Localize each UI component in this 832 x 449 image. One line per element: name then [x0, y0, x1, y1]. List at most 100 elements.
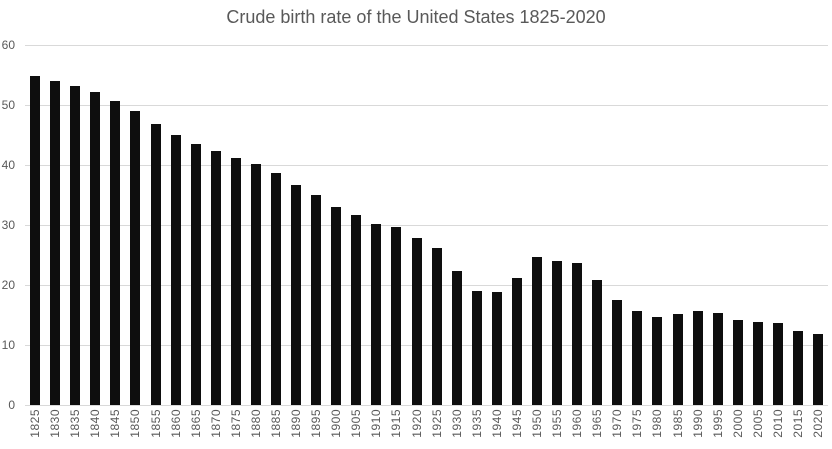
x-tick-slot: 1970 — [607, 409, 627, 445]
x-tick-slot: 1875 — [226, 409, 246, 445]
bar-1830 — [50, 81, 61, 405]
bar-slot — [186, 45, 206, 405]
bar-slot — [25, 45, 45, 405]
bar-slot — [567, 45, 587, 405]
bar-1995 — [712, 313, 723, 405]
x-tick-slot: 2010 — [768, 409, 788, 445]
gridline-50 — [25, 105, 828, 106]
bar-slot — [487, 45, 507, 405]
bar-1900 — [331, 207, 342, 405]
bar-1985 — [672, 313, 683, 405]
bar-1960 — [572, 262, 583, 405]
x-axis-tick-label: 1905 — [349, 409, 364, 438]
bar-slot — [45, 45, 65, 405]
gridline-10 — [25, 345, 828, 346]
gridline-40 — [25, 165, 828, 166]
x-tick-slot: 1960 — [567, 409, 587, 445]
x-axis-tick-label: 1880 — [248, 409, 263, 438]
x-axis-tick-label: 1940 — [489, 409, 504, 438]
bar-slot — [206, 45, 226, 405]
bar-1980 — [652, 316, 663, 405]
x-axis-tick-label: 1830 — [48, 409, 63, 438]
x-axis-tick-label: 1915 — [389, 409, 404, 438]
bar-2015 — [793, 330, 803, 405]
bar-slot — [125, 45, 145, 405]
bar-1835 — [70, 86, 81, 405]
x-axis-tick-label: 1995 — [710, 409, 725, 438]
bar-1880 — [250, 164, 261, 405]
bar-slot — [808, 45, 828, 405]
x-tick-slot: 1895 — [306, 409, 326, 445]
x-axis-tick-label: 1970 — [610, 409, 625, 438]
bar-slot — [467, 45, 487, 405]
bar-slot — [447, 45, 467, 405]
x-tick-slot: 1985 — [668, 409, 688, 445]
x-axis-tick-label: 1965 — [590, 409, 605, 438]
bar-1905 — [351, 215, 362, 405]
x-tick-slot: 1905 — [346, 409, 366, 445]
bar-slot — [547, 45, 567, 405]
bar-2005 — [752, 322, 763, 405]
x-axis-tick-label: 1865 — [188, 409, 203, 438]
x-tick-slot: 1830 — [45, 409, 65, 445]
x-tick-slot: 2015 — [788, 409, 808, 445]
y-axis-tick-label: 30 — [1, 218, 15, 232]
bar-1890 — [291, 185, 302, 405]
x-tick-slot: 1990 — [688, 409, 708, 445]
x-axis-tick-label: 1980 — [650, 409, 665, 438]
bars-group — [25, 45, 828, 405]
bar-slot — [166, 45, 186, 405]
x-axis-tick-label: 1925 — [429, 409, 444, 438]
x-tick-slot: 1840 — [85, 409, 105, 445]
bar-1930 — [451, 270, 462, 405]
x-axis-tick-label: 1975 — [630, 409, 645, 438]
x-axis-tick-label: 1950 — [529, 409, 544, 438]
x-axis: 1825 1830 1835 1840 1845 1850 1855 1860 1865 1870… — [25, 409, 828, 445]
bar-slot — [406, 45, 426, 405]
bar-slot — [226, 45, 246, 405]
x-tick-slot: 1880 — [246, 409, 266, 445]
x-axis-tick-label: 1930 — [449, 409, 464, 438]
gridline-20 — [25, 285, 828, 286]
x-axis-tick-label: 1935 — [469, 409, 484, 438]
x-tick-slot: 1910 — [366, 409, 386, 445]
x-axis-tick-label: 1845 — [108, 409, 123, 438]
bar-1975 — [632, 311, 643, 405]
bar-slot — [386, 45, 406, 405]
x-axis-tick-label: 2005 — [750, 409, 765, 438]
x-axis-tick-label: 1920 — [409, 409, 424, 438]
bar-1935 — [471, 291, 482, 405]
bar-slot — [105, 45, 125, 405]
bar-2020 — [813, 333, 824, 405]
bar-1970 — [612, 300, 623, 405]
bar-slot — [507, 45, 527, 405]
x-tick-slot: 1930 — [447, 409, 467, 445]
x-axis-tick-label: 2000 — [730, 409, 745, 438]
x-axis-tick-label: 1910 — [369, 409, 384, 438]
bar-1940 — [491, 292, 502, 405]
x-axis-tick-label: 2020 — [811, 409, 826, 438]
plot-area — [25, 45, 828, 406]
gridline-30 — [25, 225, 828, 226]
gridline-60 — [25, 45, 828, 46]
bar-1870 — [210, 150, 221, 405]
y-axis-tick-label: 40 — [1, 158, 15, 172]
x-axis-tick-label: 1990 — [690, 409, 705, 438]
y-axis-tick-label: 60 — [1, 38, 15, 52]
x-axis-tick-label: 1945 — [509, 409, 524, 438]
y-axis-tick-label: 50 — [1, 98, 15, 112]
x-tick-slot: 1925 — [427, 409, 447, 445]
x-axis-tick-label: 1960 — [570, 409, 585, 438]
bar-1845 — [110, 100, 121, 405]
x-tick-slot: 1950 — [527, 409, 547, 445]
bar-slot — [427, 45, 447, 405]
x-tick-slot: 1955 — [547, 409, 567, 445]
x-axis-tick-label: 1885 — [268, 409, 283, 438]
x-axis-tick-label: 1985 — [670, 409, 685, 438]
bar-1990 — [692, 311, 703, 405]
chart-title: Crude birth rate of the United States 18… — [226, 7, 606, 27]
bar-1950 — [531, 257, 542, 405]
bar-slot — [587, 45, 607, 405]
x-axis-tick-label: 1835 — [68, 409, 83, 438]
